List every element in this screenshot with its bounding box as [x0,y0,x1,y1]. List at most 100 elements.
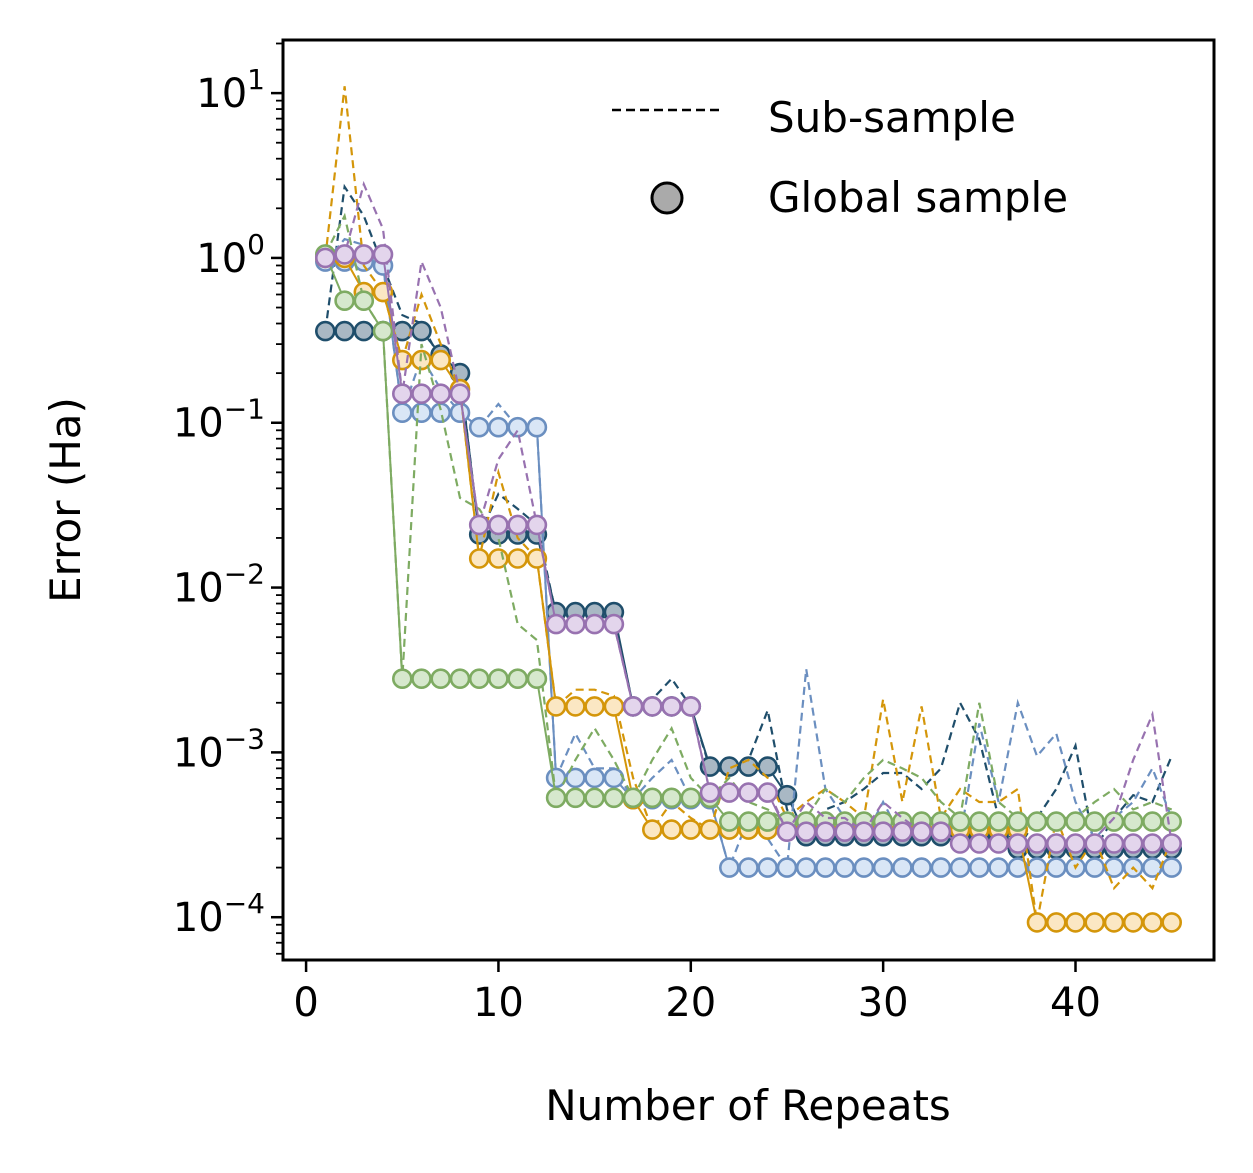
global-point-green [641,787,663,809]
global-point-green [1122,811,1144,832]
global-point-light-blue [911,857,932,878]
global-point-purple [661,696,682,717]
global-point-purple [1103,833,1125,854]
global-point-light-blue [526,416,548,438]
global-point-purple [738,782,759,803]
y-tick-label: 10−1 [173,393,265,447]
global-point-purple [622,696,644,717]
global-point-orange [1122,912,1144,933]
global-point-purple [468,514,490,536]
global-point-purple [1007,833,1029,854]
global-point-light-blue [776,857,798,878]
global-point-purple [1026,833,1048,854]
global-point-purple [391,383,413,405]
global-point-orange [661,819,682,840]
global-point-green [968,811,990,832]
global-point-orange [468,548,490,569]
global-point-green [738,811,759,832]
y-tick-label: 10−3 [173,722,265,776]
global-point-green [718,811,740,832]
legend: Sub-sample Global sample [612,93,1068,222]
global-point-orange [1103,912,1125,933]
global-point-light-blue [391,402,413,424]
global-point-purple [449,383,471,405]
x-tick-label: 30 [858,980,909,1026]
global-point-orange [526,548,548,569]
legend-global-sample-label: Global sample [768,173,1068,222]
global-point-purple [507,514,529,536]
global-point-green [1065,811,1086,832]
global-point-green [430,668,452,690]
plot-frame [281,38,1216,962]
global-point-green [949,811,971,832]
global-point-orange [1161,912,1182,933]
global-point-light-blue [507,416,529,438]
sub-sample-line-green [324,212,1173,823]
global-point-purple [584,613,605,635]
global-point-green [661,787,682,809]
global-point-light-blue [815,857,836,878]
legend-circle-marker [650,181,684,215]
global-point-orange [565,696,586,717]
global-point-green [545,787,567,809]
global-point-light-blue [988,857,1009,878]
y-tick-label: 10−4 [173,887,265,941]
global-point-orange [1084,912,1105,933]
global-point-orange [603,696,625,717]
global-point-purple [776,821,798,843]
global-point-green [757,811,779,832]
global-point-orange [1142,912,1163,933]
global-point-green [372,320,394,342]
global-point-light-blue [968,857,990,878]
global-point-purple [699,782,721,803]
global-point-light-blue [949,857,971,878]
global-point-purple [565,613,586,635]
global-point-purple [911,821,932,843]
legend-sub-sample-label: Sub-sample [768,93,1016,142]
global-point-light-blue [603,767,625,789]
global-point-light-blue [449,402,471,424]
global-point-orange [699,819,721,840]
global-point-dark-blue [334,320,355,342]
global-point-orange [641,819,663,840]
global-point-orange [1065,912,1086,933]
global-point-light-blue [892,857,913,878]
global-point-green [391,668,413,690]
global-point-green [584,787,605,809]
global-point-purple [834,821,856,843]
x-tick-label: 20 [665,980,716,1026]
global-point-purple [795,821,817,843]
global-point-light-blue [738,857,759,878]
global-point-purple [757,782,779,803]
global-point-purple [641,696,663,717]
global-point-light-blue [757,857,779,878]
global-point-orange [507,548,529,569]
global-point-purple [815,821,836,843]
series-purple [314,180,1182,854]
global-point-light-blue [930,857,952,878]
y-axis-label: Error (Ha) [41,397,90,603]
global-point-light-blue [1103,857,1125,878]
global-point-green [507,668,529,690]
global-point-purple [353,244,375,265]
global-point-light-blue [834,857,856,878]
global-point-purple [892,821,913,843]
global-point-green [622,787,644,809]
global-point-green [565,787,586,809]
global-point-light-blue [584,767,605,789]
global-point-purple [314,247,336,269]
global-point-orange [584,696,605,717]
global-point-light-blue [718,857,740,878]
global-point-green [1084,811,1105,832]
global-point-purple [1046,833,1067,854]
x-tick-label: 10 [473,980,524,1026]
global-point-green [526,668,548,690]
global-point-dark-blue [776,784,798,806]
global-point-green [1161,811,1182,832]
global-point-purple [430,383,452,405]
global-point-light-blue [411,402,432,424]
global-point-green [411,668,432,690]
ticks-layer: 0 10 20 30 40 101 100 10−1 10−2 10−3 10−4 [173,42,1101,1026]
global-point-light-blue [1026,857,1048,878]
